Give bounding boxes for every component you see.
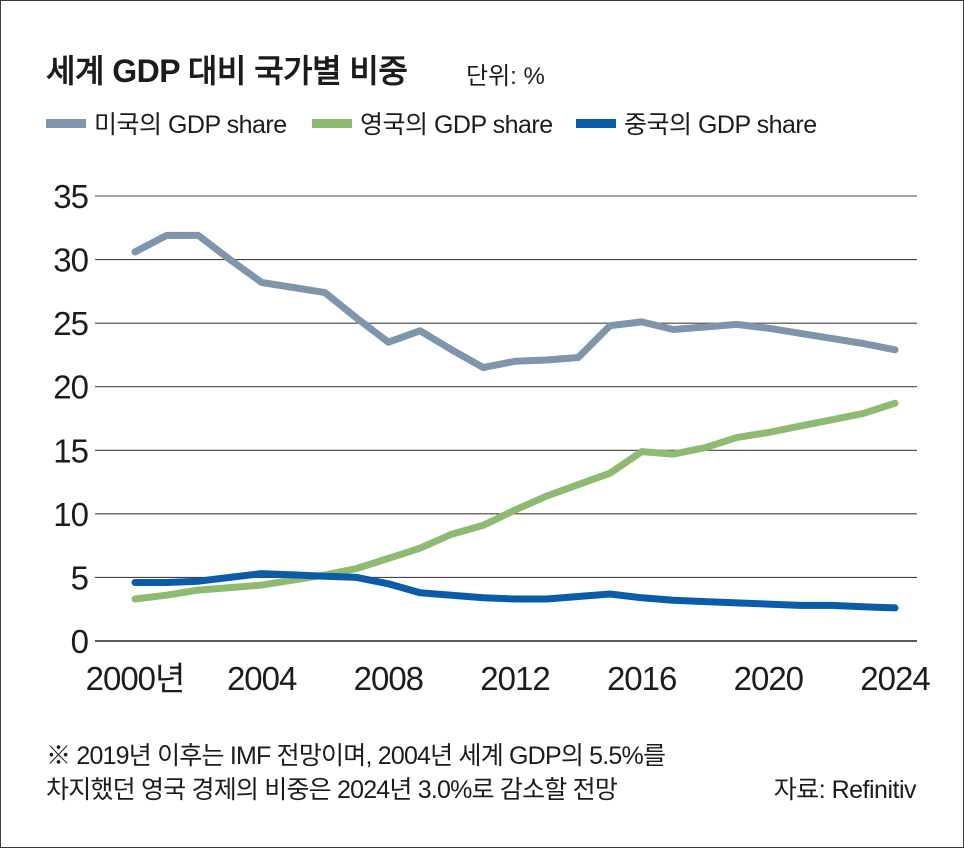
legend-swatch-uk (312, 118, 352, 128)
source-label: 자료: Refinitiv (773, 776, 917, 804)
legend-label-uk: 영국의 GDP share (360, 111, 553, 139)
y-tick-label: 30 (53, 242, 88, 279)
legend-label-cn: 중국의 GDP share (624, 111, 817, 139)
legend-item-uk: 영국의 GDP share (312, 108, 553, 139)
y-tick-label: 15 (53, 432, 88, 469)
y-tick-label: 35 (53, 178, 88, 215)
series-line-uk (131, 399, 899, 603)
x-tick-label: 2004 (227, 660, 297, 697)
y-tick-label: 5 (71, 559, 88, 596)
legend-swatch-us (46, 118, 86, 128)
footnote-line-1: ※ 2019년 이후는 IMF 전망이며, 2004년 세계 GDP의 5.5%… (46, 742, 666, 770)
x-tick-label: 2000년 (86, 660, 185, 697)
legend-item-us: 미국의 GDP share (46, 108, 287, 139)
legend-label-us: 미국의 GDP share (94, 111, 287, 139)
x-tick-label: 2016 (607, 660, 676, 697)
legend-swatch-cn (576, 118, 616, 128)
series-line-cn (131, 570, 899, 612)
x-tick-label: 2008 (354, 660, 423, 697)
x-tick-label: 2020 (734, 660, 804, 697)
chart-title: 세계 GDP 대비 국가별 비중 (46, 53, 408, 89)
legend-item-cn: 중국의 GDP share (576, 108, 817, 139)
footnote-line-2: 차지했던 영국 경제의 비중은 2024년 3.0%로 감소할 전망 (46, 776, 618, 804)
y-tick-label: 25 (53, 305, 88, 342)
y-tick-label: 20 (53, 369, 88, 406)
y-tick-label: 0 (71, 623, 89, 660)
unit-label: 단위: % (466, 63, 545, 90)
y-tick-label: 10 (53, 496, 88, 533)
x-tick-label: 2012 (480, 660, 549, 697)
series-line-us (131, 231, 899, 372)
x-tick-label: 2024 (860, 660, 930, 697)
